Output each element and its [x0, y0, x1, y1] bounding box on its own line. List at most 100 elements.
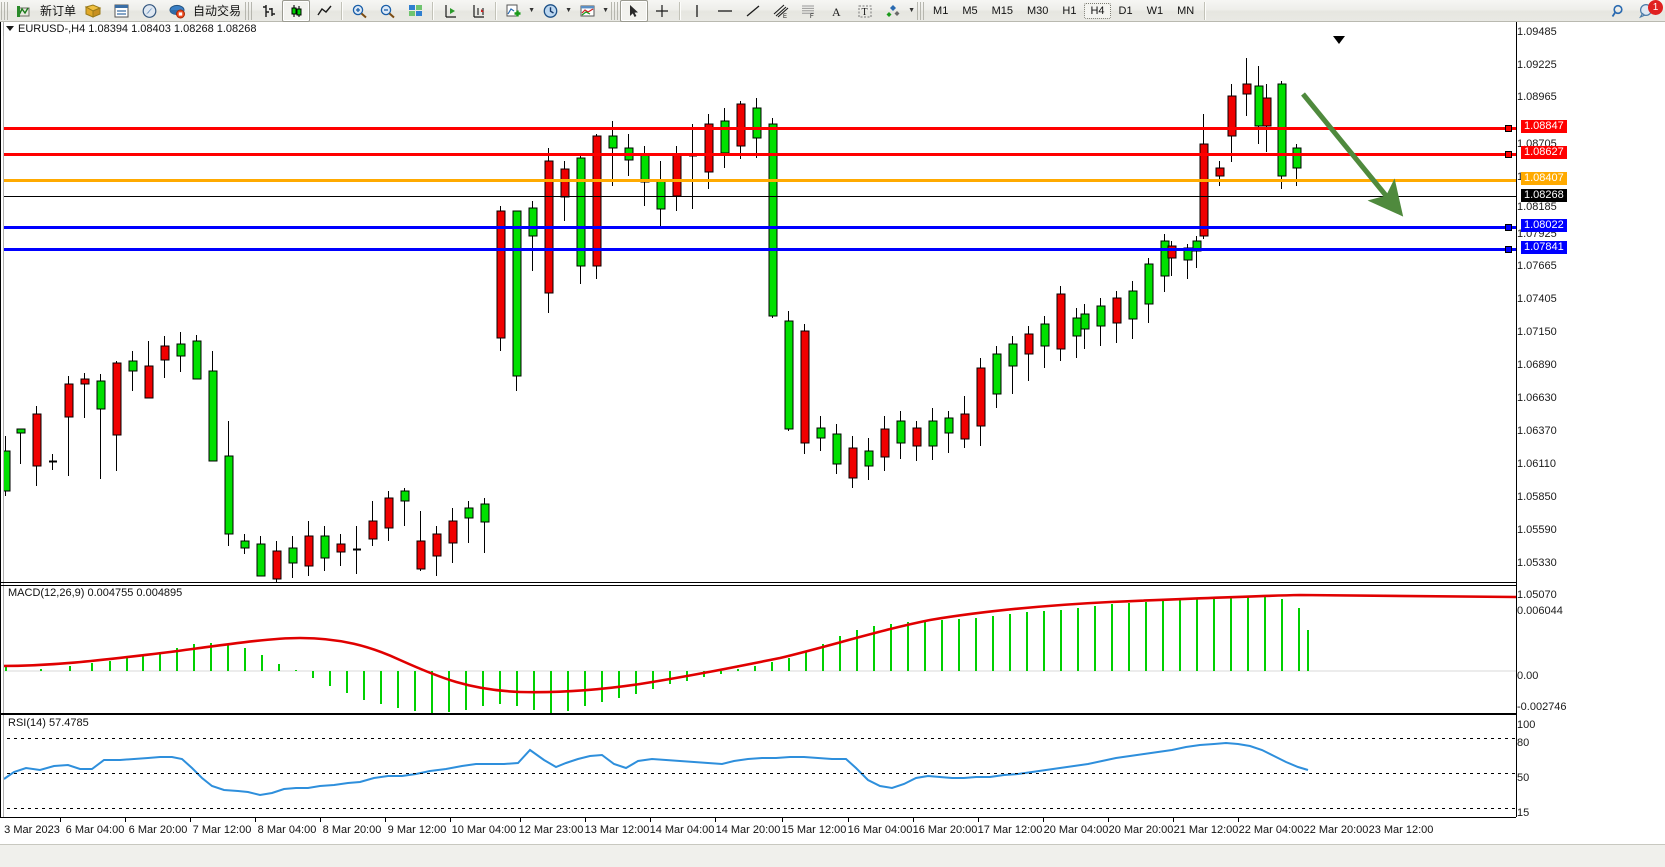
price-pane[interactable] — [0, 36, 1516, 582]
time-label: 6 Mar 04:00 — [65, 824, 125, 836]
price-tick: 1.06370 — [1517, 425, 1557, 437]
new-order-label[interactable]: 新订单 — [40, 4, 77, 18]
navigator-icon[interactable] — [135, 0, 163, 22]
level-price-label-red-1[interactable]: 1.08847 — [1521, 120, 1567, 133]
timeframe-m15[interactable]: M15 — [991, 4, 1013, 17]
time-divider — [1043, 818, 1044, 822]
price-tick: 1.07405 — [1517, 293, 1557, 305]
price-tick: 1.09225 — [1517, 59, 1557, 71]
price-tick: 1.09485 — [1517, 26, 1557, 38]
level-line-red-2[interactable] — [0, 153, 1516, 156]
timeframe-h1[interactable]: H1 — [1062, 4, 1077, 17]
profile-icon[interactable] — [79, 0, 107, 22]
templates-icon[interactable] — [573, 0, 601, 22]
bottom-status-strip — [0, 844, 1665, 867]
chart-area[interactable]: EURUSD-,H4 1.08394 1.08403 1.08268 1.082… — [0, 22, 1665, 867]
svg-text:F: F — [810, 14, 814, 19]
level-price-label-orange[interactable]: 1.08407 — [1521, 172, 1567, 185]
bar-chart-icon[interactable] — [254, 0, 282, 22]
toolbar-grip-2[interactable] — [245, 1, 253, 20]
shift-end-icon[interactable] — [436, 0, 464, 22]
toolbar-grip-3[interactable] — [611, 1, 619, 20]
indicators-icon[interactable] — [499, 0, 527, 22]
notification-icon[interactable]: 1 — [1633, 0, 1663, 22]
search-icon[interactable] — [1605, 0, 1633, 22]
timeframe-mn[interactable]: MN — [1177, 4, 1195, 17]
time-label: 7 Mar 12:00 — [192, 824, 252, 836]
level-line-red-1[interactable] — [0, 127, 1516, 130]
period-icon[interactable] — [536, 0, 564, 22]
rsi-pane[interactable]: RSI(14) 57.4785 — [0, 716, 1516, 817]
time-scale[interactable]: 3 Mar 2023 6 Mar 04:00 6 Mar 20:00 7 Mar… — [0, 817, 1516, 845]
timeframe-m30[interactable]: M30 — [1027, 4, 1049, 17]
toolbar-separator-2 — [432, 1, 434, 20]
auto-scroll-icon[interactable] — [464, 0, 492, 22]
timeframe-w1[interactable]: W1 — [1146, 4, 1164, 17]
autotrading-icon[interactable] — [163, 0, 191, 22]
autotrading-label[interactable]: 自动交易 — [193, 4, 242, 18]
level-handle-red-1[interactable] — [1505, 125, 1512, 132]
price-scale-axis-line — [1516, 22, 1517, 817]
text-icon[interactable]: A — [823, 0, 851, 22]
level-price-label-red-2[interactable]: 1.08627 — [1521, 146, 1567, 159]
level-handle-blue-1[interactable] — [1505, 224, 1512, 231]
rsi-pane-title: RSI(14) 57.4785 — [6, 717, 91, 729]
data-window-icon[interactable] — [107, 0, 135, 22]
line-chart-icon[interactable] — [310, 0, 338, 22]
level-line-orange[interactable] — [0, 179, 1516, 182]
templates-dropdown-arrow[interactable]: ▼ — [602, 7, 609, 14]
level-handle-red-2[interactable] — [1505, 151, 1512, 158]
down-trend-arrow[interactable] — [1290, 86, 1410, 226]
time-divider — [585, 818, 586, 822]
time-label: 14 Mar 04:00 — [649, 824, 715, 836]
timeframe-h4[interactable]: H4 — [1084, 2, 1111, 19]
toolbar-separator-4 — [679, 1, 681, 20]
time-divider — [913, 818, 914, 822]
level-price-label-blue-1[interactable]: 1.08022 — [1521, 219, 1567, 232]
new-order-icon[interactable] — [10, 0, 38, 22]
hline-icon[interactable] — [711, 0, 739, 22]
fibonacci-icon[interactable]: F — [795, 0, 823, 22]
objects-dropdown-arrow[interactable]: ▼ — [908, 7, 915, 14]
last-price-line[interactable] — [0, 196, 1516, 197]
level-price-label-blue-2[interactable]: 1.07841 — [1521, 241, 1567, 254]
crosshair-icon[interactable] — [648, 0, 676, 22]
equidistant-channel-icon[interactable]: E — [767, 0, 795, 22]
timeframe-m1[interactable]: M1 — [933, 4, 949, 17]
time-label: 12 Mar 23:00 — [518, 824, 584, 836]
price-tick: 1.08965 — [1517, 91, 1557, 103]
candlestick-chart-icon[interactable] — [282, 0, 311, 22]
time-label: 22 Mar 20:00 — [1303, 824, 1369, 836]
level-line-blue-1[interactable] — [0, 226, 1516, 229]
grid-icon[interactable] — [401, 0, 429, 22]
indicators-dropdown-arrow[interactable]: ▼ — [528, 7, 535, 14]
objects-icon[interactable] — [879, 0, 907, 22]
timeframe-d1[interactable]: D1 — [1118, 4, 1133, 17]
time-label: 14 Mar 20:00 — [715, 824, 781, 836]
level-line-blue-2[interactable] — [0, 248, 1516, 251]
toolbar-grip[interactable] — [1, 1, 8, 20]
time-divider — [125, 818, 126, 822]
time-label: 21 Mar 12:00 — [1173, 824, 1239, 836]
price-scale[interactable]: 1.09485 1.09225 1.08965 1.08705 1.08445 … — [1517, 22, 1665, 832]
macd-pane-top-border-2 — [0, 585, 1516, 586]
vline-icon[interactable] — [683, 0, 711, 22]
period-dropdown-arrow[interactable]: ▼ — [565, 7, 572, 14]
rsi-series — [3, 741, 1309, 797]
rsi-level-80-line — [0, 738, 1516, 739]
toolbar-grip-4[interactable] — [917, 1, 925, 20]
triangle-down-icon[interactable] — [6, 26, 14, 31]
level-handle-blue-2[interactable] — [1505, 246, 1512, 253]
rsi-pane-top-border — [0, 714, 1516, 715]
cursor-icon[interactable] — [620, 0, 649, 22]
time-divider — [978, 818, 979, 822]
macd-pane[interactable]: MACD(12,26,9) 0.004755 0.004895 — [0, 586, 1516, 714]
zoom-out-icon[interactable] — [373, 0, 401, 22]
toolbar-separator-3 — [495, 1, 497, 20]
last-price-label[interactable]: 1.08268 — [1521, 189, 1567, 202]
zoom-in-icon[interactable] — [345, 0, 373, 22]
timeframe-m5[interactable]: M5 — [962, 4, 978, 17]
trendline-icon[interactable] — [739, 0, 767, 22]
price-tick: 1.07150 — [1517, 326, 1557, 338]
label-icon[interactable]: T — [851, 0, 879, 22]
